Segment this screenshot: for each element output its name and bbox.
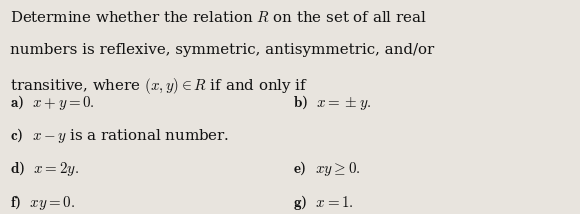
Text: numbers is reflexive, symmetric, antisymmetric, and/or: numbers is reflexive, symmetric, antisym…	[10, 43, 434, 57]
Text: $\mathbf{g}$)  $x = 1.$: $\mathbf{g}$) $x = 1.$	[293, 193, 354, 212]
Text: transitive, where $(x, y) \in R$ if and only if: transitive, where $(x, y) \in R$ if and …	[10, 76, 309, 96]
Text: $\mathbf{f}$)  $xy = 0.$: $\mathbf{f}$) $xy = 0.$	[10, 193, 75, 212]
Text: $\mathbf{e}$)  $xy \geq 0.$: $\mathbf{e}$) $xy \geq 0.$	[293, 159, 361, 178]
Text: $\mathbf{d}$)  $x = 2y.$: $\mathbf{d}$) $x = 2y.$	[10, 159, 79, 178]
Text: Determine whether the relation $R$ on the set of all real: Determine whether the relation $R$ on th…	[10, 10, 427, 25]
Text: $\mathbf{c}$)  $x - y$ is a rational number.: $\mathbf{c}$) $x - y$ is a rational numb…	[10, 126, 230, 145]
Text: $\mathbf{a}$)  $x + y = 0.$: $\mathbf{a}$) $x + y = 0.$	[10, 93, 95, 112]
Text: $\mathbf{b}$)  $x = \pm y.$: $\mathbf{b}$) $x = \pm y.$	[293, 93, 371, 112]
